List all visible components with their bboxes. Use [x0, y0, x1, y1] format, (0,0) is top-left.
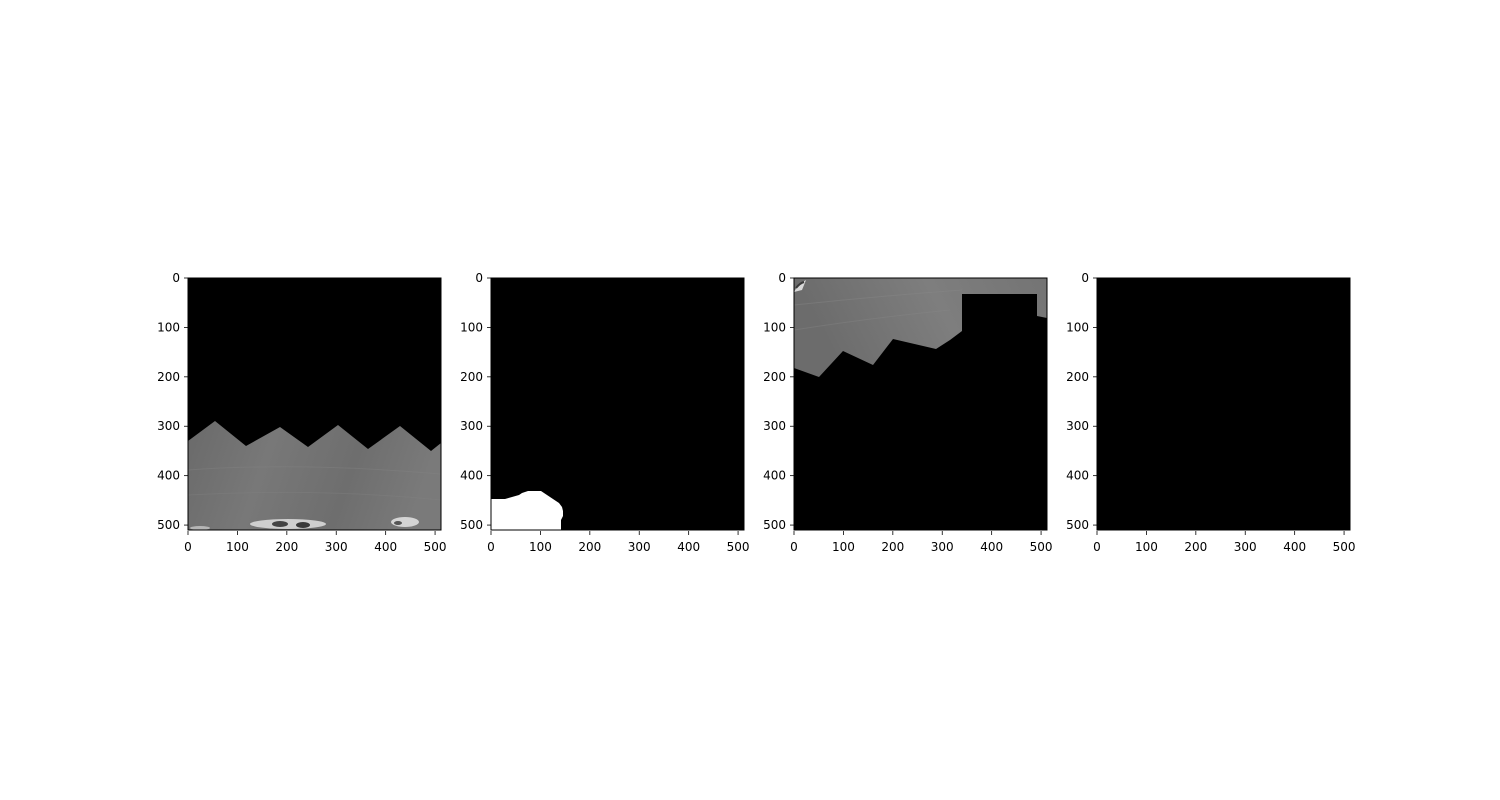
y-tick-label: 300 [460, 419, 483, 433]
x-tick-label: 300 [325, 540, 348, 554]
y-tick-label: 0 [475, 271, 483, 285]
axes-panel-4: 0 100 200 300 400 500 0 100 200 300 400 500 [1066, 271, 1355, 554]
image-panel-4 [1096, 277, 1351, 531]
y-tick-label: 400 [460, 469, 483, 483]
x-tick-label: 200 [881, 540, 904, 554]
x-tick-label: 500 [424, 540, 447, 554]
x-tick-label: 300 [628, 540, 651, 554]
axes-layer: 0 100 200 300 400 500 0 100 200 300 400 500 0 100 200 3… [157, 271, 1355, 554]
x-tick-label: 100 [832, 540, 855, 554]
x-tick-label: 400 [1283, 540, 1306, 554]
x-tick-label: 400 [980, 540, 1003, 554]
x-tick-label: 500 [1030, 540, 1053, 554]
y-tick-label: 300 [157, 419, 180, 433]
y-tick-label: 100 [157, 320, 180, 334]
x-tick-label: 400 [374, 540, 397, 554]
image-panel-2 [490, 277, 745, 531]
image-panel-1 [187, 277, 442, 531]
y-tick-label: 100 [460, 320, 483, 334]
x-tick-label: 0 [1093, 540, 1101, 554]
x-tick-label: 500 [727, 540, 750, 554]
y-tick-label: 200 [157, 370, 180, 384]
x-tick-label: 0 [790, 540, 798, 554]
x-tick-label: 200 [578, 540, 601, 554]
x-tick-label: 200 [275, 540, 298, 554]
x-tick-label: 300 [931, 540, 954, 554]
panel-2-background [491, 278, 744, 530]
y-tick-label: 300 [763, 419, 786, 433]
y-tick-label: 400 [763, 469, 786, 483]
y-tick-label: 0 [172, 271, 180, 285]
panel-2-mask-region [491, 491, 563, 530]
y-tick-label: 500 [157, 518, 180, 532]
y-tick-label: 200 [763, 370, 786, 384]
y-tick-label: 400 [1066, 469, 1089, 483]
x-tick-label: 200 [1184, 540, 1207, 554]
axes-panel-1: 0 100 200 300 400 500 0 100 200 300 400 500 [157, 271, 446, 554]
panel-1-tissue-region [188, 421, 441, 530]
axes-panel-2: 0 100 200 300 400 500 0 100 200 300 400 500 [460, 271, 749, 554]
y-tick-label: 0 [778, 271, 786, 285]
y-tick-label: 500 [763, 518, 786, 532]
axes-panel-3: 0 100 200 300 400 500 0 100 200 300 400 500 [763, 271, 1052, 554]
x-tick-label: 100 [1135, 540, 1158, 554]
y-tick-label: 100 [763, 320, 786, 334]
x-tick-label: 100 [529, 540, 552, 554]
y-tick-label: 200 [460, 370, 483, 384]
x-tick-label: 0 [487, 540, 495, 554]
panel-4-background [1097, 278, 1350, 530]
y-tick-label: 100 [1066, 320, 1089, 334]
x-tick-label: 300 [1234, 540, 1257, 554]
x-tick-label: 0 [184, 540, 192, 554]
image-panel-3 [793, 277, 1048, 531]
y-tick-label: 500 [460, 518, 483, 532]
y-tick-label: 500 [1066, 518, 1089, 532]
x-tick-label: 500 [1333, 540, 1356, 554]
x-tick-label: 400 [677, 540, 700, 554]
y-tick-label: 200 [1066, 370, 1089, 384]
y-tick-label: 400 [157, 469, 180, 483]
panel-3-tissue-region [794, 278, 1047, 377]
x-tick-label: 100 [226, 540, 249, 554]
y-tick-label: 0 [1081, 271, 1089, 285]
y-tick-label: 300 [1066, 419, 1089, 433]
